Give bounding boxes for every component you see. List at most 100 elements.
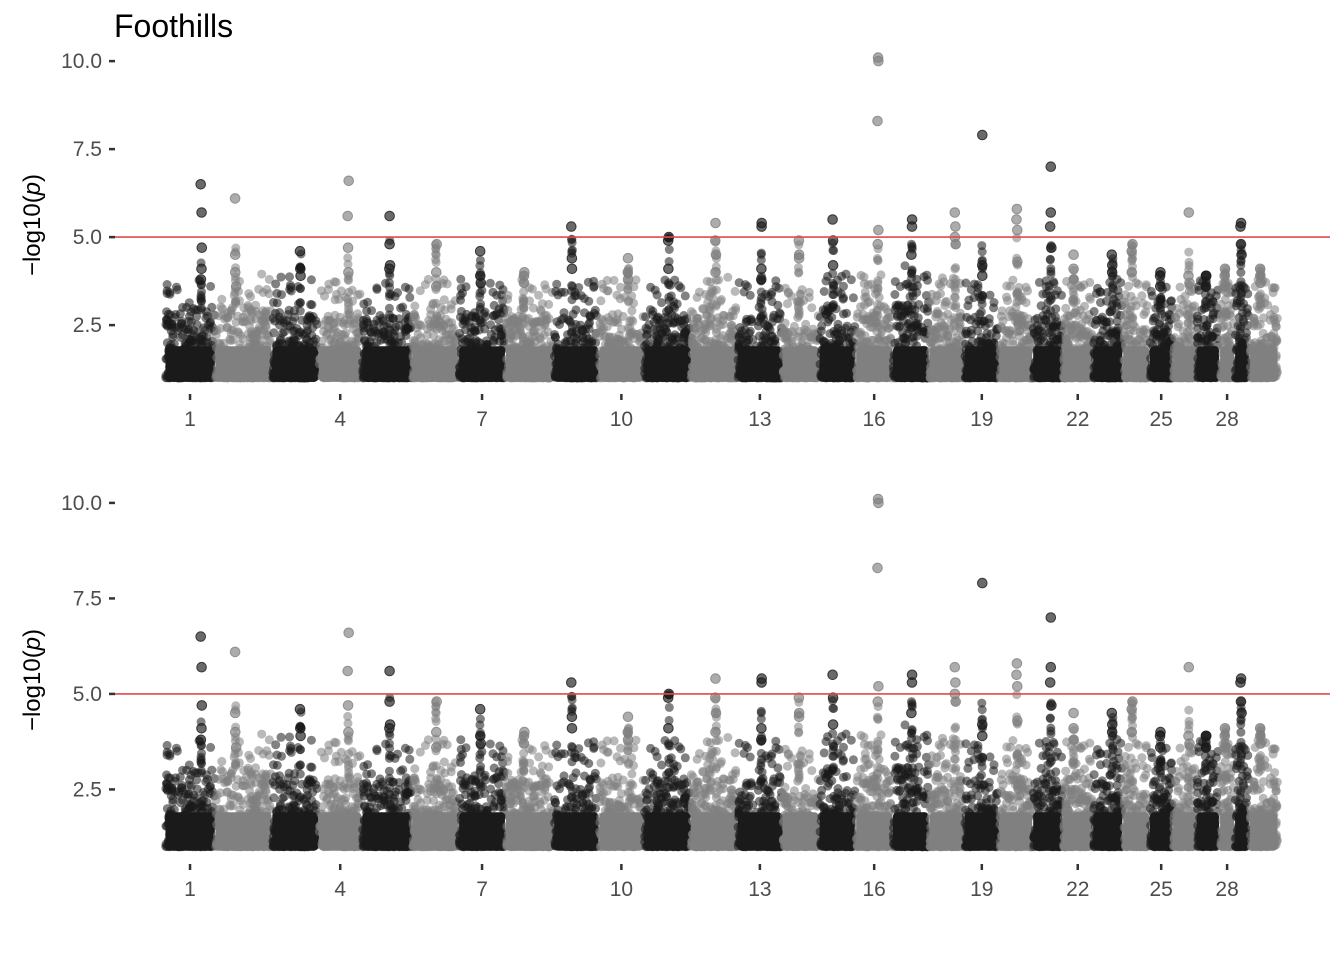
snp-point	[246, 292, 255, 302]
snp-point	[475, 304, 485, 314]
snp-point	[214, 338, 224, 348]
snp-point	[265, 335, 275, 345]
peak-point	[475, 277, 487, 289]
snp-cluster	[644, 346, 691, 382]
snp-point	[330, 295, 340, 305]
snp-point	[503, 305, 513, 315]
snp-point	[859, 279, 869, 289]
chromosome-3-points	[268, 245, 322, 383]
peak-point	[949, 207, 961, 218]
peak-point	[756, 263, 767, 275]
snp-point	[730, 286, 740, 296]
snp-point	[206, 281, 216, 291]
snp-point	[431, 298, 441, 308]
snp-point	[178, 330, 188, 340]
snp-point	[308, 323, 318, 333]
snp-point	[775, 308, 784, 318]
snp-point	[590, 305, 600, 315]
snp-point	[728, 311, 738, 321]
snp-point	[276, 272, 286, 282]
snp-point	[296, 249, 306, 259]
snp-point	[816, 326, 826, 336]
peak-point	[756, 274, 767, 285]
snp-cluster	[319, 346, 362, 382]
snp-point	[740, 325, 750, 335]
peak-point	[566, 252, 578, 264]
snp-cluster	[782, 346, 819, 382]
snp-point	[766, 290, 776, 300]
snp-point	[379, 330, 389, 340]
snp-point	[873, 256, 883, 266]
snp-point	[910, 320, 920, 330]
snp-cluster	[362, 346, 412, 382]
snp-point	[686, 307, 696, 316]
chromosome-12-points	[686, 217, 741, 383]
snp-cluster	[737, 346, 782, 382]
peak-point	[196, 207, 207, 218]
snp-point	[783, 299, 792, 309]
peak-point	[431, 281, 442, 292]
snp-point	[429, 331, 439, 340]
snp-point	[571, 305, 581, 315]
snp-point	[343, 253, 353, 263]
peak-point	[295, 270, 306, 282]
snp-point	[285, 272, 294, 282]
snp-point	[856, 302, 866, 312]
snp-point	[485, 278, 495, 288]
snp-point	[664, 304, 674, 314]
snp-point	[167, 321, 177, 330]
snp-point	[478, 317, 488, 327]
snp-point	[951, 278, 961, 288]
snp-point	[264, 274, 274, 284]
snp-point	[531, 317, 541, 327]
snp-point	[537, 299, 547, 309]
snp-point	[362, 306, 372, 316]
snp-point	[513, 330, 523, 340]
peak-point	[384, 263, 395, 275]
chromosome-15-points	[815, 214, 860, 383]
snp-point	[907, 282, 917, 292]
snp-point	[739, 287, 749, 297]
snp-point	[794, 297, 803, 307]
peak-point	[827, 214, 838, 225]
snp-cluster	[856, 346, 892, 382]
peak-point	[384, 238, 395, 250]
snp-point	[186, 317, 196, 327]
snp-point	[757, 293, 767, 303]
snp-point	[446, 300, 456, 310]
peak-point	[230, 281, 242, 292]
chromosome-8-points	[502, 267, 558, 383]
chromosome-4-points	[314, 175, 366, 383]
snp-point	[744, 335, 754, 345]
snp-point	[950, 293, 960, 303]
snp-point	[842, 308, 851, 318]
snp-point	[674, 281, 684, 291]
snp-cluster	[165, 346, 215, 382]
snp-point	[718, 310, 728, 320]
snp-point	[861, 292, 871, 302]
snp-point	[923, 275, 932, 285]
chromosome-7-points	[455, 245, 509, 383]
snp-point	[358, 320, 368, 330]
snp-point	[246, 314, 256, 323]
snp-point	[535, 334, 545, 344]
snp-point	[172, 282, 181, 292]
snp-point	[199, 323, 208, 333]
snp-point	[203, 311, 212, 321]
snp-point	[932, 291, 942, 301]
snp-point	[893, 310, 902, 320]
snp-point	[431, 250, 441, 260]
peak-point	[343, 175, 355, 187]
snp-cluster	[819, 346, 856, 382]
snp-point	[489, 300, 499, 310]
snp-cluster	[272, 346, 318, 382]
peak-point	[195, 179, 206, 190]
snp-point	[295, 298, 305, 307]
snp-point	[324, 279, 334, 289]
peak-point	[384, 210, 395, 222]
snp-point	[664, 278, 673, 288]
peak-point	[906, 249, 917, 260]
snp-point	[431, 240, 441, 249]
snp-point	[541, 284, 551, 294]
snp-point	[363, 297, 373, 307]
